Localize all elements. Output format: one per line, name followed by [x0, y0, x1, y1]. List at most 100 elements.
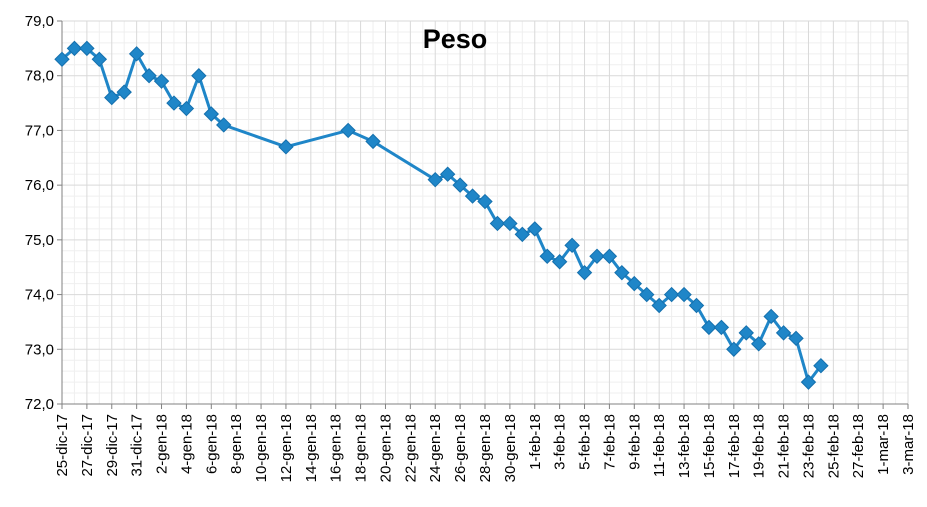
- data-point-marker: [464, 188, 481, 204]
- y-tick-label: 78,0: [25, 68, 54, 85]
- x-tick-label: 14-gen-18: [303, 414, 320, 482]
- x-tick-label: 4-gen-18: [178, 414, 195, 474]
- data-point-marker: [800, 374, 817, 390]
- data-point-marker: [477, 193, 493, 210]
- data-point-marker: [738, 325, 754, 341]
- x-tick-label: 25-feb-18: [825, 414, 842, 478]
- x-tick-label: 7-feb-18: [601, 414, 618, 470]
- x-tick-label: 13-feb-18: [676, 414, 693, 478]
- data-point-marker: [178, 100, 195, 117]
- data-point-marker: [153, 73, 170, 89]
- data-point-marker: [589, 248, 605, 264]
- x-tick-label: 2-gen-18: [154, 414, 171, 474]
- data-point-marker: [365, 133, 381, 150]
- data-point-marker: [91, 51, 108, 68]
- data-point-marker: [775, 325, 792, 341]
- data-point-marker: [539, 248, 555, 264]
- data-point-marker: [278, 139, 294, 155]
- y-tick-label: 73,0: [25, 341, 54, 358]
- x-tick-label: 18-gen-18: [353, 414, 370, 482]
- data-point-marker: [551, 254, 568, 270]
- data-point-marker: [651, 297, 667, 314]
- x-tick-label: 9-feb-18: [626, 414, 643, 470]
- x-tick-label: 27-dic-17: [79, 414, 96, 477]
- data-point-marker: [104, 89, 120, 106]
- x-tick-label: 24-gen-18: [427, 414, 444, 482]
- x-tick-label: 15-feb-18: [701, 414, 718, 478]
- x-tick-label: 22-gen-18: [402, 414, 419, 482]
- data-point-marker: [527, 221, 543, 237]
- data-point-marker: [116, 84, 132, 100]
- data-point-marker: [663, 286, 680, 303]
- data-point-marker: [676, 286, 692, 303]
- data-point-marker: [514, 226, 531, 243]
- data-point-marker: [203, 106, 220, 122]
- x-tick-label: 1-feb-18: [527, 414, 544, 470]
- x-tick-label: 29-dic-17: [104, 414, 121, 477]
- x-tick-label: 11-feb-18: [651, 414, 668, 477]
- x-axis-ticks: 25-dic-17 27-dic-17 29-dic-17 31-dic-17 2-ge…: [54, 414, 917, 482]
- data-point-marker: [639, 286, 655, 303]
- data-point-marker: [750, 336, 767, 352]
- chart-title: Peso: [423, 24, 488, 54]
- y-tick-label: 74,0: [25, 287, 54, 304]
- x-tick-label: 1-mar-18: [875, 414, 892, 475]
- x-tick-label: 8-gen-18: [228, 414, 245, 474]
- x-tick-label: 17-feb-18: [726, 414, 743, 478]
- x-tick-label: 3-feb-18: [552, 414, 569, 470]
- x-tick-label: 5-feb-18: [577, 414, 594, 470]
- x-tick-label: 23-feb-18: [800, 414, 817, 478]
- x-tick-label: 26-gen-18: [452, 414, 469, 482]
- x-tick-label: 16-gen-18: [328, 414, 345, 482]
- data-point-marker: [502, 215, 518, 232]
- data-point-marker: [66, 40, 83, 57]
- data-point-marker: [79, 40, 95, 57]
- data-point-marker: [576, 264, 593, 281]
- data-point-marker: [688, 297, 705, 314]
- data-point-marker: [601, 248, 618, 264]
- data-point-marker: [191, 68, 207, 84]
- data-point-marker: [54, 51, 70, 68]
- data-point-marker: [166, 95, 182, 111]
- x-tick-label: 25-dic-17: [54, 414, 71, 477]
- data-point-marker: [340, 122, 356, 139]
- data-point-marker: [427, 171, 443, 188]
- y-tick-label: 75,0: [25, 232, 54, 249]
- x-tick-label: 12-gen-18: [278, 414, 295, 482]
- data-point-marker: [452, 177, 468, 193]
- y-axis-ticks: 72,0 73,0 74,0 75,0 76,0 77,0 78,0 79,0: [25, 13, 54, 413]
- data-point-marker: [701, 319, 717, 336]
- data-point-marker: [439, 166, 456, 182]
- x-tick-label: 21-feb-18: [776, 414, 793, 478]
- x-tick-label: 6-gen-18: [203, 414, 220, 474]
- y-tick-label: 72,0: [25, 396, 54, 413]
- data-point-marker: [489, 215, 506, 232]
- x-tick-label: 3-mar-18: [900, 414, 917, 475]
- x-tick-label: 10-gen-18: [253, 414, 270, 482]
- x-tick-label: 30-gen-18: [502, 414, 519, 482]
- x-tick-label: 20-gen-18: [377, 414, 394, 482]
- data-point-marker: [713, 319, 730, 336]
- axes: [57, 20, 909, 409]
- y-tick-label: 79,0: [25, 13, 54, 30]
- y-tick-label: 77,0: [25, 122, 54, 139]
- data-point-marker: [626, 275, 643, 292]
- x-tick-label: 28-gen-18: [477, 414, 494, 482]
- data-point-marker: [813, 357, 829, 374]
- data-point-marker: [564, 237, 580, 254]
- data-point-marker: [141, 68, 157, 84]
- data-point-marker: [216, 117, 232, 133]
- x-tick-label: 19-feb-18: [751, 414, 768, 478]
- data-point-marker: [763, 308, 779, 325]
- data-markers: [54, 40, 829, 390]
- data-point-marker: [726, 341, 742, 357]
- data-point-marker: [614, 264, 630, 281]
- data-point-marker: [128, 46, 145, 62]
- x-tick-label: 27-feb-18: [850, 414, 867, 478]
- grid: [61, 20, 909, 405]
- data-point-marker: [788, 330, 804, 347]
- y-tick-label: 76,0: [25, 177, 54, 194]
- x-tick-label: 31-dic-17: [129, 414, 146, 477]
